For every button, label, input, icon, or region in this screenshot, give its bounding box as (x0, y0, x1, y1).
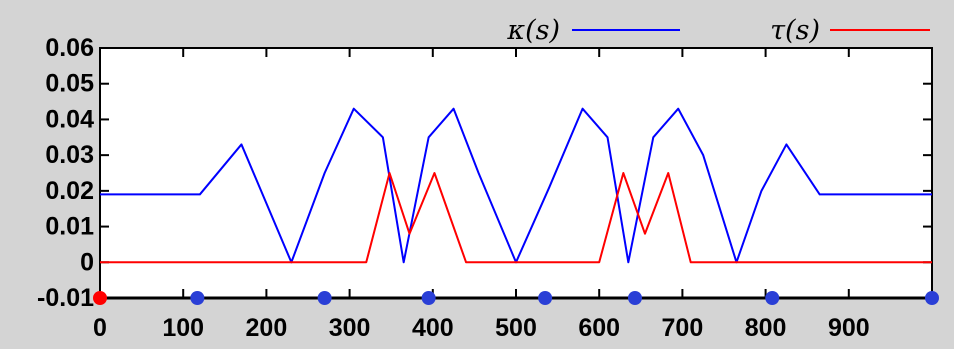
axis-marker (93, 291, 107, 305)
y-tick-label: 0.04 (45, 105, 94, 133)
x-tick-label: 500 (495, 314, 537, 342)
x-tick-label: 300 (329, 314, 371, 342)
axis-marker (421, 291, 436, 305)
x-tick-label: 600 (578, 314, 620, 342)
axis-marker (317, 291, 332, 305)
x-tick-label: 100 (162, 314, 204, 342)
axis-markers (93, 291, 939, 305)
series-line-kappa (100, 107, 932, 264)
plot-area (99, 47, 933, 299)
y-tick-label: 0.05 (45, 70, 94, 98)
x-tick-label: 900 (828, 314, 870, 342)
axis-marker (925, 291, 939, 305)
y-tick-labels: -0.01 0 0.01 0.02 0.03 0.04 0.05 0.06 (37, 34, 94, 312)
y-tick-label: 0 (80, 248, 94, 276)
axis-marker (190, 291, 205, 305)
x-tick-label: 400 (412, 314, 454, 342)
x-tick-labels: 0 100 200 300 400 500 600 700 800 900 (93, 314, 870, 342)
y-tick-label: 0.01 (45, 213, 94, 241)
series-lines (100, 107, 932, 264)
x-tick-label: 700 (662, 314, 704, 342)
legend-label: κ(s) (506, 15, 560, 46)
axis-marker (627, 291, 642, 305)
series-line-tau (100, 172, 932, 264)
y-tick-label: 0.06 (45, 34, 94, 62)
x-tick-label: 800 (745, 314, 787, 342)
y-tick-label: -0.01 (37, 284, 94, 312)
y-tick-label: 0.02 (45, 177, 94, 205)
y-tick-label: 0.03 (45, 141, 94, 169)
legend-label: τ(s) (770, 15, 820, 46)
x-tick-label: 0 (93, 314, 107, 342)
axis-marker (538, 291, 553, 305)
x-tick-label: 200 (246, 314, 288, 342)
axis-marker (765, 291, 780, 305)
legend: κ(s) τ(s) (506, 15, 930, 46)
